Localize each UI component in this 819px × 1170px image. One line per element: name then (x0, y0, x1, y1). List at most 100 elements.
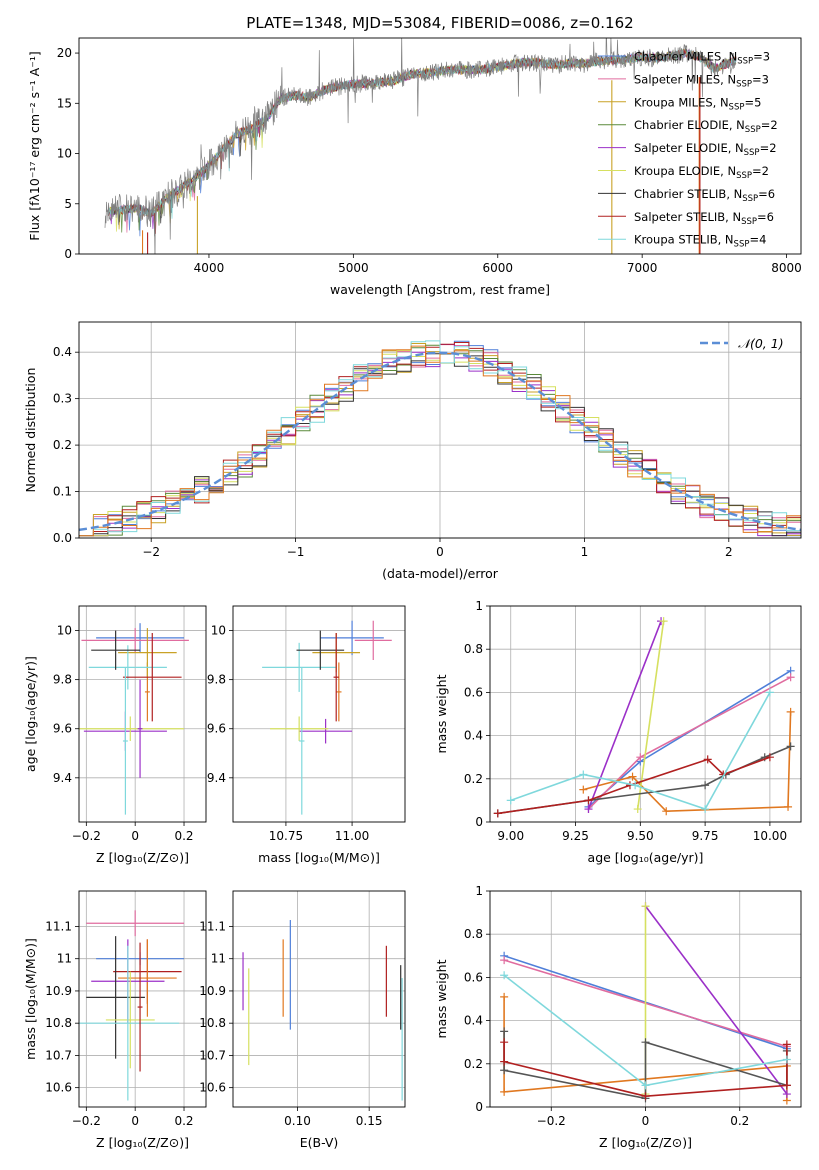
y-tick-label: 0.1 (53, 485, 72, 499)
errorbar-point (118, 939, 177, 1017)
weight-point-marker (765, 753, 774, 762)
x-axis-label: wavelength [Angstrom, rest frame] (330, 282, 550, 297)
y-tick-label: 5 (64, 197, 72, 211)
y-tick-label: 0.8 (464, 927, 483, 941)
y-tick-label: 10.6 (45, 1081, 72, 1095)
y-tick-label: 20 (57, 46, 72, 60)
x-tick-label: 11.00 (335, 829, 369, 843)
residuals-frame (78, 321, 802, 539)
weight-series-line (636, 620, 665, 810)
weight-point-marker (500, 956, 509, 965)
x-tick-label: 0.2 (730, 1114, 749, 1128)
legend-label: Salpeter STELIB, NSSP=6 (634, 210, 774, 227)
weight-point-marker (784, 802, 793, 811)
y-tick-label: 10.8 (199, 1016, 226, 1030)
weight-point-marker (500, 1038, 509, 1047)
y-tick-label: 10.7 (45, 1048, 72, 1062)
legend-label: 𝒩(0, 1) (738, 336, 784, 351)
y-tick-label: 0 (475, 815, 483, 829)
x-tick-label: 0 (436, 545, 444, 559)
x-axis-label: Z [log₁₀(Z/Z⊙)] (96, 850, 189, 865)
age-vs-mass-plot (262, 620, 392, 815)
y-tick-label: 11.1 (199, 919, 226, 933)
y-tick-label: 0.4 (464, 729, 483, 743)
errorbar-point (81, 628, 189, 653)
weight-point-marker (500, 1087, 509, 1096)
errorbar-point (86, 936, 145, 1059)
weight-point-marker (641, 902, 650, 911)
x-tick-label: 9.50 (627, 829, 654, 843)
legend-label: Kroupa MILES, NSSP=5 (634, 95, 761, 112)
errorbar-point (296, 630, 345, 670)
x-axis-label: E(B-V) (300, 1135, 339, 1150)
weight-series-line (644, 905, 788, 1095)
weight-point-marker (782, 1040, 791, 1049)
residuals-axes: −2 −1 0 1 2 0.0 0.1 0.2 0.3 0.4 (data-model)/error… (23, 322, 801, 581)
x-tick-label: 1 (581, 545, 589, 559)
x-tick-label: 0 (131, 829, 139, 843)
weight-vs-Z-plot (500, 902, 791, 1105)
weight-point-marker (631, 781, 640, 790)
x-tick-label: −1 (287, 545, 305, 559)
weight-vs-Z-frame (489, 890, 802, 1108)
x-tick-label: 0 (642, 1114, 650, 1128)
figure-title: PLATE=1348, MJD=53084, FIBERID=0086, z=0… (246, 14, 633, 32)
errorbar-point (137, 679, 143, 778)
mass-vs-ebv-frame (232, 890, 406, 1108)
y-tick-label: 11 (57, 952, 72, 966)
y-tick-label: 10 (211, 624, 226, 638)
y-axis-label: mass weight (434, 959, 449, 1038)
y-axis-label: Normed distribution (23, 368, 38, 493)
weight-point-marker (659, 617, 668, 626)
x-axis-label: Z [log₁₀(Z/Z⊙)] (96, 1135, 189, 1150)
x-axis-label: mass [log₁₀(M/M⊙)] (258, 850, 380, 865)
legend-label: Salpeter MILES, NSSP=3 (634, 72, 769, 89)
errorbar-point (79, 716, 185, 741)
errorbar-point (336, 662, 342, 722)
weight-point-marker (636, 753, 645, 762)
mass-vs-Z-frame (78, 890, 207, 1108)
y-tick-label: 0.6 (464, 970, 483, 984)
weight-point-marker (500, 992, 509, 1001)
legend-label: Chabrier MILES, NSSP=3 (634, 50, 770, 67)
x-axis-label: (data-model)/error (382, 566, 499, 581)
weight-point-marker (786, 707, 795, 716)
spectrum-data-line (104, 38, 737, 254)
residuals-legend: 𝒩(0, 1) (700, 336, 784, 351)
weight-series-line (497, 756, 771, 815)
spectrum-frame (78, 37, 802, 255)
mass-vs-ebv-plot (242, 920, 403, 1101)
x-tick-label: −2 (142, 545, 160, 559)
y-axis-label: mass weight (434, 674, 449, 753)
x-tick-label: 4000 (194, 261, 225, 275)
weight-vs-age-axes: 9.00 9.25 9.50 9.75 10.00 0 0.2 0.4 0.6 0.8 1 age [… (434, 599, 801, 865)
x-tick-label: 9.75 (692, 829, 719, 843)
errorbar-point (299, 718, 353, 744)
legend-label: Salpeter ELODIE, NSSP=2 (634, 141, 777, 158)
y-tick-label: 9.4 (53, 771, 72, 785)
errorbar-point (105, 971, 155, 1069)
errorbar-point (122, 633, 182, 722)
y-tick-label: 11 (211, 952, 226, 966)
y-tick-label: 10.9 (199, 984, 226, 998)
y-tick-label: 1 (475, 599, 483, 613)
y-tick-label: 10.7 (199, 1048, 226, 1062)
weight-point-marker (584, 796, 593, 805)
weight-point-marker (500, 1027, 509, 1036)
x-tick-label: −0.2 (537, 1114, 566, 1128)
x-axis-label: age [log₁₀(age/yr)] (588, 850, 704, 865)
x-tick-label: 0.2 (174, 1114, 193, 1128)
weight-point-marker (703, 755, 712, 764)
weight-vs-age-plot (493, 617, 795, 818)
weight-point-marker (633, 805, 642, 814)
y-tick-label: 0.6 (464, 685, 483, 699)
mass-vs-Z-axes: −0.2 0 0.2 10.6 10.7 10.8 10.9 11 11.1 Z [log₁₀(Z… (23, 891, 206, 1150)
x-axis-label: Z [log₁₀(Z/Z⊙)] (599, 1135, 692, 1150)
y-tick-label: 0 (64, 247, 72, 261)
x-tick-label: 0.15 (356, 1114, 383, 1128)
y-tick-label: 11.1 (45, 919, 72, 933)
errorbar-point (262, 642, 337, 692)
weight-point-marker (641, 1038, 650, 1047)
y-tick-label: 0.2 (464, 772, 483, 786)
errorbar-point (299, 667, 305, 815)
